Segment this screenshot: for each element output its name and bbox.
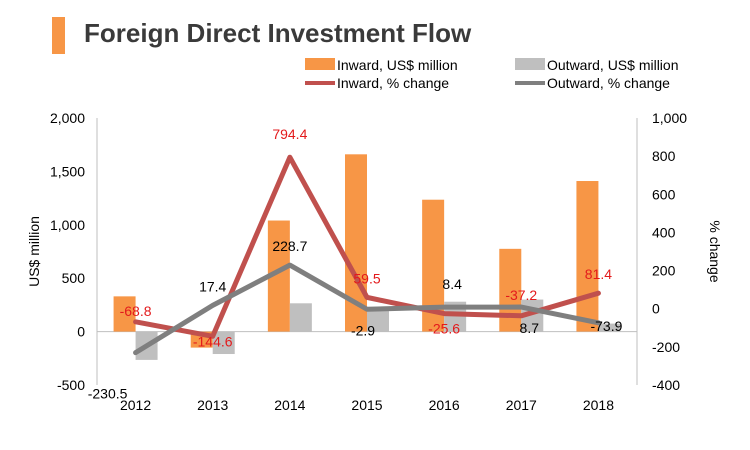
outward-change-label: -2.9: [351, 322, 375, 338]
right-tick-label: 200: [652, 263, 676, 279]
left-tick-label: -500: [57, 377, 85, 393]
left-tick-label: 1,500: [50, 163, 85, 179]
legend-swatch: [515, 58, 545, 70]
outward-bar: [367, 307, 389, 332]
legend-label: Inward, US$ million: [337, 57, 458, 73]
legend-label: Outward, US$ million: [547, 57, 679, 73]
left-tick-label: 1,000: [50, 217, 85, 233]
legend-label: Inward, % change: [337, 75, 449, 91]
inward-bar: [113, 296, 136, 332]
outward-bar: [598, 323, 621, 332]
left-tick-label: 2,000: [50, 110, 85, 126]
right-tick-label: -200: [652, 339, 680, 355]
x-tick-label: 2013: [197, 397, 228, 413]
legend-swatch: [305, 58, 335, 70]
inward-change-label: -68.8: [120, 303, 152, 319]
right-tick-label: 0: [652, 301, 660, 317]
inward-change-label: 81.4: [585, 266, 612, 282]
inward-change-label: 794.4: [272, 126, 307, 142]
outward-change-label: -230.5: [88, 386, 128, 402]
inward-bar: [422, 199, 445, 332]
right-tick-label: 600: [652, 186, 676, 202]
x-tick-label: 2018: [583, 397, 614, 413]
x-tick-label: 2017: [506, 397, 537, 413]
outward-bar: [212, 331, 235, 355]
x-tick-label: 2014: [274, 397, 305, 413]
inward-bar: [499, 248, 522, 332]
inward-change-line: [133, 154, 601, 339]
x-tick-label: 2012: [120, 397, 151, 413]
outward-change-label: 8.7: [520, 320, 540, 336]
outward-bar: [289, 303, 312, 332]
y2-axis-title: % change: [707, 220, 723, 282]
outward-change-label: -73.9: [590, 318, 622, 334]
inward-change-label: 59.5: [353, 270, 380, 286]
inward-bar: [576, 181, 599, 332]
chart-title: Foreign Direct Investment Flow: [84, 18, 472, 48]
outward-change-label: 228.7: [272, 238, 307, 254]
y-axis-title: US$ million: [26, 216, 42, 287]
right-tick-label: 400: [652, 224, 676, 240]
x-tick-label: 2016: [429, 397, 460, 413]
outward-change-label: 17.4: [199, 278, 226, 294]
right-tick-label: 800: [652, 148, 676, 164]
left-tick-label: 0: [77, 324, 85, 340]
title-accent-bar: [52, 17, 65, 54]
inward-change-label: -144.6: [193, 333, 233, 349]
right-tick-label: 1,000: [652, 110, 687, 126]
x-tick-label: 2015: [351, 397, 382, 413]
outward-change-line: [133, 262, 601, 356]
legend-label: Outward, % change: [547, 75, 670, 91]
inward-change-label: -37.2: [505, 287, 537, 303]
right-tick-label: -400: [652, 377, 680, 393]
left-tick-label: 500: [62, 270, 86, 286]
inward-change-label: -25.6: [428, 321, 460, 337]
outward-change-label: 8.4: [442, 276, 462, 292]
inward-bar: [267, 220, 290, 332]
